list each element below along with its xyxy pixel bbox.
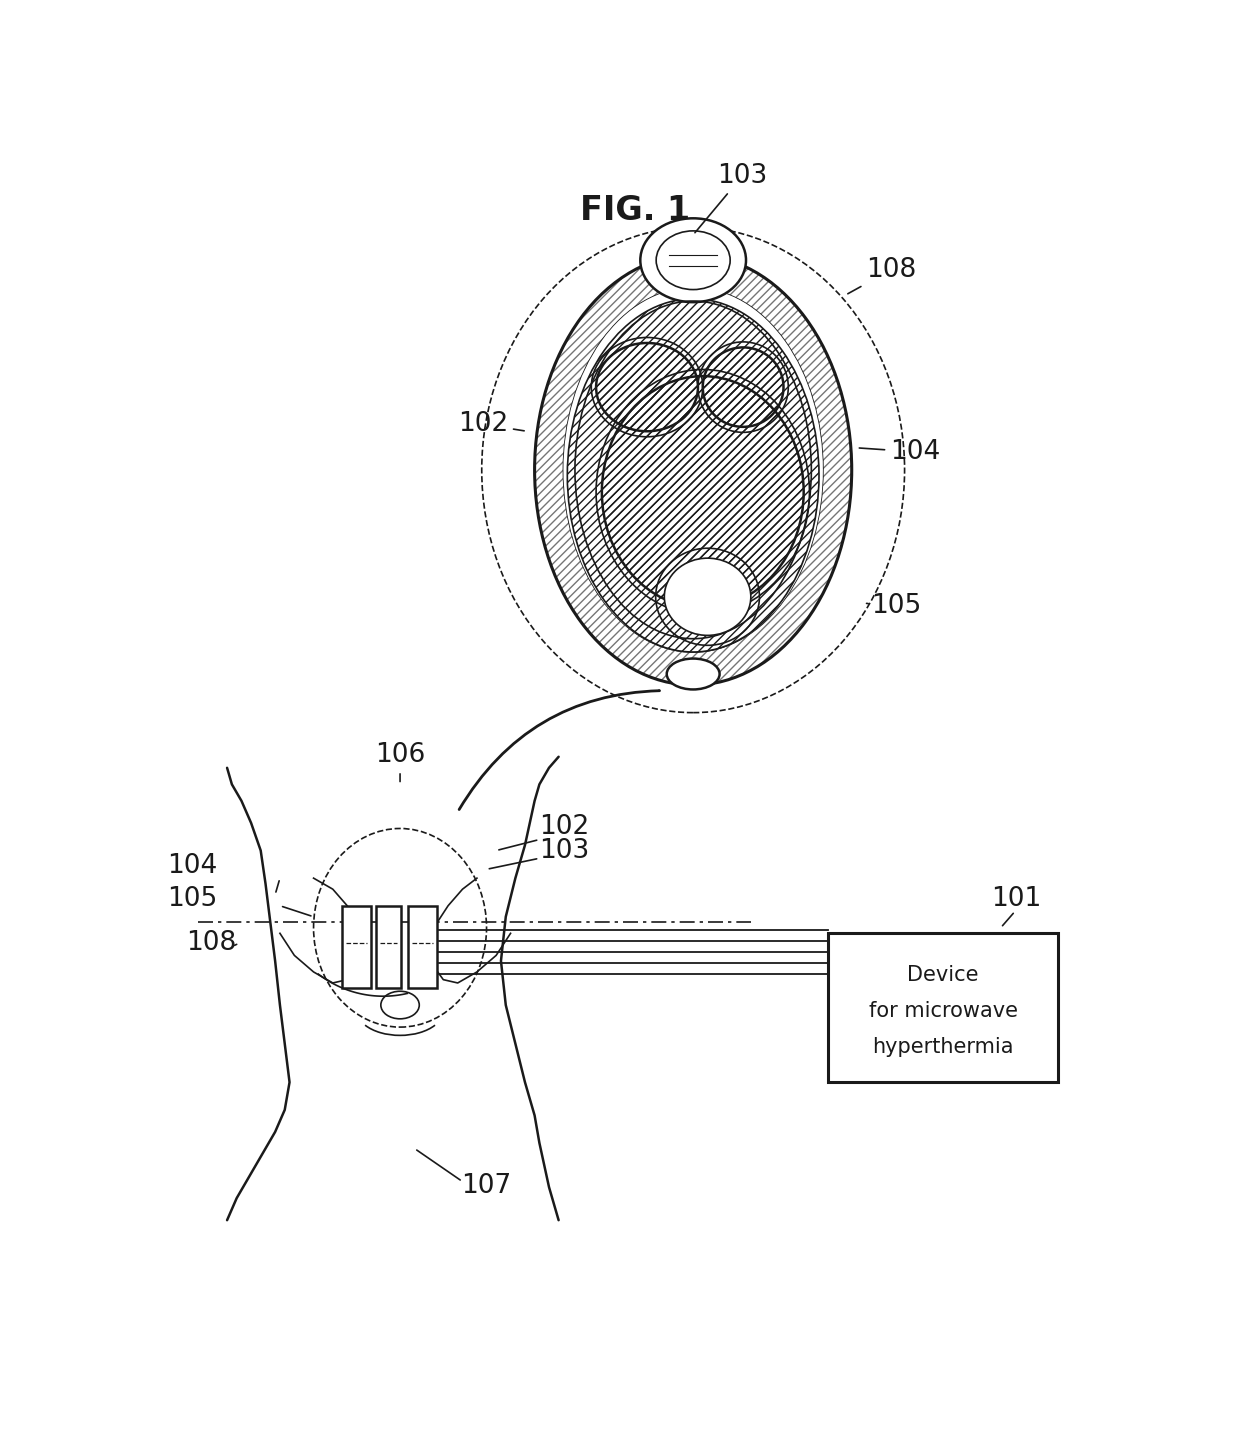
Text: 103: 103 (539, 838, 590, 864)
Text: 102: 102 (458, 411, 525, 437)
Ellipse shape (563, 288, 823, 652)
Text: FIG. 1: FIG. 1 (580, 193, 691, 226)
Text: 106: 106 (374, 742, 425, 781)
Text: 107: 107 (461, 1172, 512, 1198)
Ellipse shape (534, 255, 852, 685)
Ellipse shape (667, 659, 719, 689)
Text: 105: 105 (867, 593, 921, 619)
Ellipse shape (381, 992, 419, 1019)
Text: 102: 102 (539, 814, 590, 840)
Bar (828, 933, 1058, 1082)
Ellipse shape (665, 557, 751, 635)
Text: hyperthermia: hyperthermia (872, 1036, 1014, 1056)
Text: 105: 105 (167, 886, 217, 911)
Text: for microwave: for microwave (868, 1000, 1018, 1020)
Text: 108: 108 (186, 930, 236, 956)
Ellipse shape (563, 288, 823, 652)
Text: 108: 108 (848, 257, 916, 294)
Ellipse shape (568, 299, 818, 652)
Text: 103: 103 (694, 163, 768, 232)
Bar (342, 906, 371, 989)
FancyArrowPatch shape (459, 691, 660, 810)
Text: 104: 104 (167, 853, 217, 878)
Ellipse shape (640, 218, 746, 302)
Text: 104: 104 (859, 438, 940, 464)
Ellipse shape (656, 231, 730, 289)
Text: Device: Device (908, 964, 978, 984)
Bar (376, 906, 401, 989)
Bar (408, 906, 436, 989)
Text: 101: 101 (991, 886, 1042, 911)
